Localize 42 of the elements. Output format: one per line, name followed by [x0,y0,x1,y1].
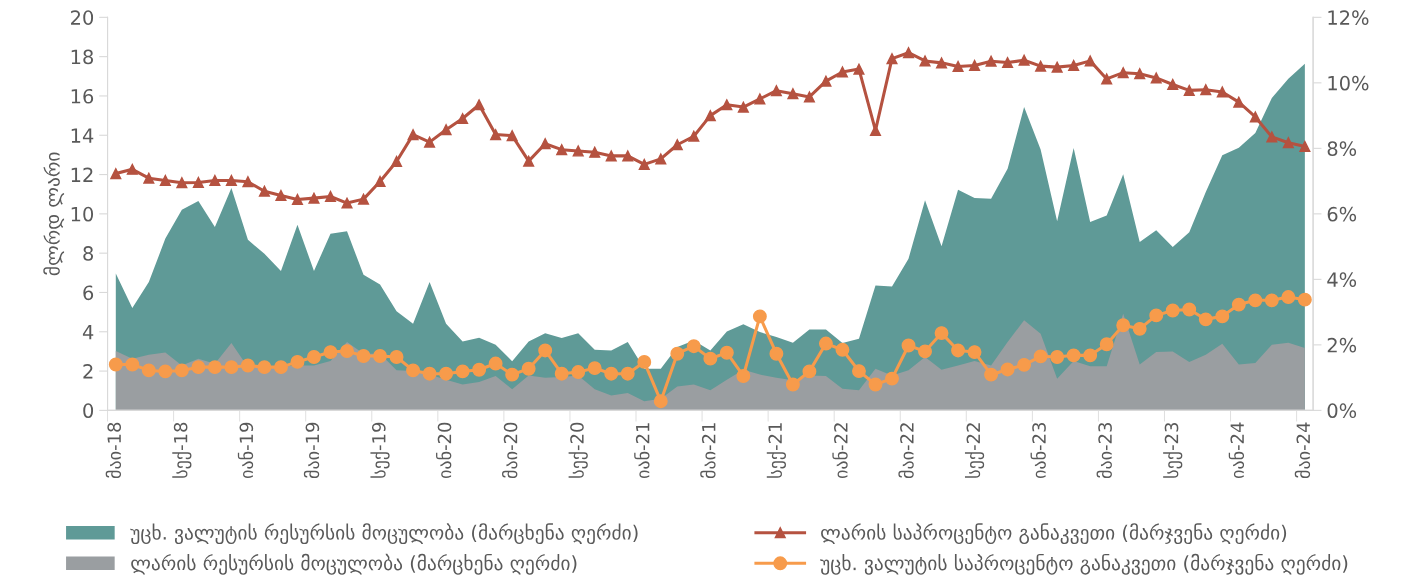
y-tick-label: 20 [71,10,94,25]
legend-label: ლარის საპროცენტო განაკვეთი (მარჯვენა ღერძი) [821,523,1287,545]
x-tick-label: იან-24 [1228,422,1245,479]
y-tick-label: 2 [83,364,93,379]
y-tick-label: 16 [71,88,94,104]
y2-tick-label: 12% [1328,10,1369,25]
y-axis-title: მლრდ ლარი [43,152,65,276]
y-tick-label: 8 [83,246,94,261]
y-tick-label: 10 [71,206,94,222]
x-tick-label: სექ-19 [370,422,390,478]
x-tick-label: იან-22 [832,423,848,479]
x-tick-label: იან-20 [436,422,452,479]
legend-label: უცხ. ვალუტის საპროცენტო განაკვეთი (მარჯვენა ღერძი) [820,553,1348,575]
y-tick-label: 14 [71,128,94,143]
legend-label: უცხ. ვალუტის რესურსის მოცულობა (მარცხენა ღერძი) [130,523,638,545]
y2-tick-label: 4% [1327,272,1357,288]
y2-tick-label: 8% [1327,141,1357,157]
x-tick-label: იან-21 [634,423,650,479]
x-tick-label: მაი-23 [1096,422,1112,479]
y-tick-label: 4 [82,324,94,340]
x-tick-label: მაი-20 [502,422,518,479]
y2-tick-label: 10% [1328,75,1369,91]
y-tick-label: 6 [83,285,94,301]
x-tick-label: სექ-22 [964,423,985,478]
x-tick-label: მაი-24 [1294,422,1311,479]
x-tick-label: იან-23 [1030,422,1046,479]
legend-label: ლარის რესურსის მოცულობა (მარცხენა ღერძი) [131,553,577,575]
x-tick-label: მაი-22 [898,423,914,479]
y-tick-label: 18 [71,49,94,65]
x-tick-label: იან-19 [237,422,254,479]
y-tick-label: 12 [71,167,93,182]
x-tick-label: სექ-18 [172,422,192,478]
y2-tick-label: 6% [1327,206,1357,222]
x-tick-label: მაი-19 [303,422,320,479]
y2-tick-label: 2% [1327,337,1357,353]
x-tick-label: მაი-21 [700,423,716,479]
x-tick-label: სექ-20 [568,422,588,478]
y-tick-label: 0 [83,403,94,419]
x-tick-label: სექ-23 [1163,422,1183,478]
y2-tick-label: 0% [1327,403,1357,419]
x-tick-label: სექ-21 [766,423,786,478]
x-tick-label: მაი-18 [105,422,122,479]
